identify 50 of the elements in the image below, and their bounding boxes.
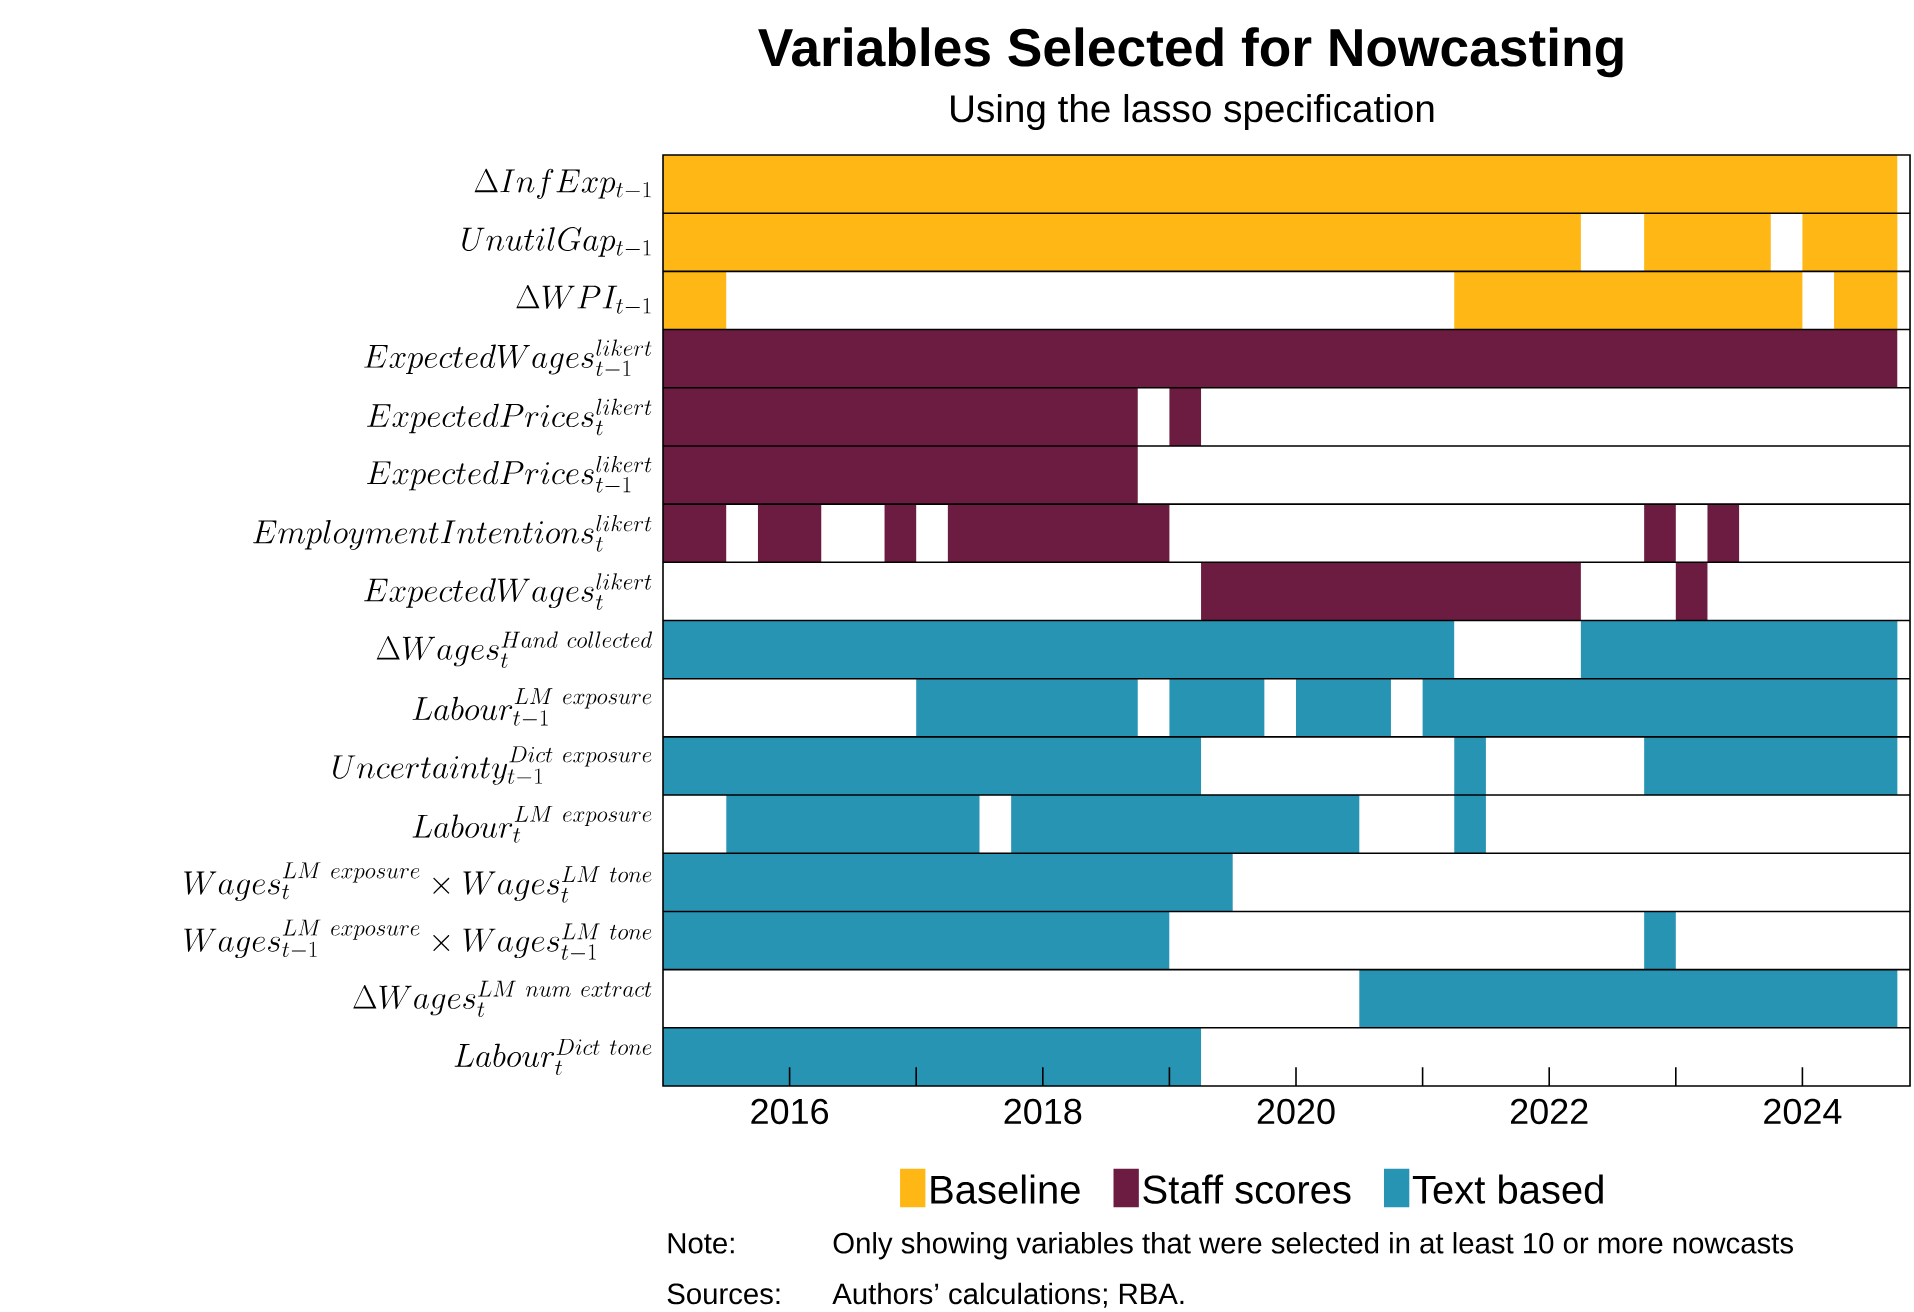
x-tick-label: 2018: [1004, 1098, 1082, 1125]
y-tick-label: $\Delta Wages_{t}^{LM\ num\ extract}$: [353, 980, 652, 1017]
bar: [1011, 795, 1360, 854]
y-tick-label: $Wages_{t-1}^{LM\ exposure} \times Wages_{t-1}^{LM\ tone}$: [184, 919, 652, 960]
bar: [663, 736, 1202, 796]
bar: [663, 445, 1138, 505]
bar: [757, 504, 822, 563]
bar: [1454, 795, 1486, 854]
y-tick-label: $Labour_{t-1}^{LM\ exposure}$: [412, 688, 652, 726]
bar: [947, 504, 1170, 563]
y-tick-label: $ExpectedPrices_{t}^{likert}$: [367, 398, 652, 436]
text: Authors’ calculations; RBA.: [832, 1282, 1184, 1308]
bar: [1201, 562, 1581, 621]
chart-title: Variables Selected for Nowcasting: [758, 27, 1623, 78]
y-tick-label: $ExpectedPrices_{t-1}^{likert}$: [367, 455, 652, 493]
x-tick-label: 2024: [1764, 1098, 1842, 1125]
y-tick-label: $Labour_{t}^{Dict\ tone}$: [454, 1038, 652, 1076]
x-tick-label: 2022: [1510, 1098, 1588, 1125]
bar: [663, 387, 1138, 446]
bar: [726, 795, 980, 854]
source-note: Sources:: [667, 1283, 780, 1305]
y-tick-label: $ExpectedWages_{t-1}^{likert}$: [364, 339, 652, 377]
y-tick-label: $Wages_{t}^{LM\ exposure} \times Wages_{t}^{LM\ tone}$: [184, 862, 652, 903]
x-tick-label: 2016: [751, 1098, 829, 1125]
y-tick-label: $UnutilGap_{t-1}$: [462, 226, 651, 257]
y-tick-label: $\Delta WPI_{t-1}$: [516, 284, 651, 314]
y-tick-label: $\Delta Wages_{t}^{Hand\ collected}$: [376, 631, 653, 668]
y-tick-label: $Uncertainty_{t-1}^{Dict\ exposure}$: [333, 746, 652, 785]
bar: [1169, 387, 1202, 446]
legend-label: Staff scores: [1143, 1174, 1351, 1204]
bar: [663, 329, 1898, 388]
bar: [663, 154, 1898, 214]
bar: [1644, 504, 1676, 563]
text: Only showing variables that were selected in at least 10 or more nowcasts: [833, 1232, 1793, 1260]
y-tick-label: $ExpectedWages_{t}^{likert}$: [364, 573, 652, 610]
bar: [884, 504, 917, 563]
y-tick-label: $Labour_{t}^{LM\ exposure}$: [412, 805, 652, 843]
x-tick-label: 2020: [1257, 1098, 1335, 1125]
chart-subtitle: Using the lasso specification: [951, 93, 1434, 131]
text: Note:: [668, 1233, 734, 1254]
y-tick-label: $EmploymentIntentions_{t}^{likert}$: [253, 515, 652, 552]
bar: [1707, 504, 1740, 563]
bar: [1644, 736, 1898, 796]
bar: [1675, 562, 1708, 621]
legend-label: Text based: [1412, 1174, 1603, 1204]
bar: [663, 1027, 1202, 1086]
y-tick-label: $\Delta InfExp_{t-1}$: [474, 168, 651, 199]
bar: [663, 504, 727, 563]
bar: [1454, 736, 1486, 796]
legend-label: Baseline: [931, 1174, 1080, 1204]
